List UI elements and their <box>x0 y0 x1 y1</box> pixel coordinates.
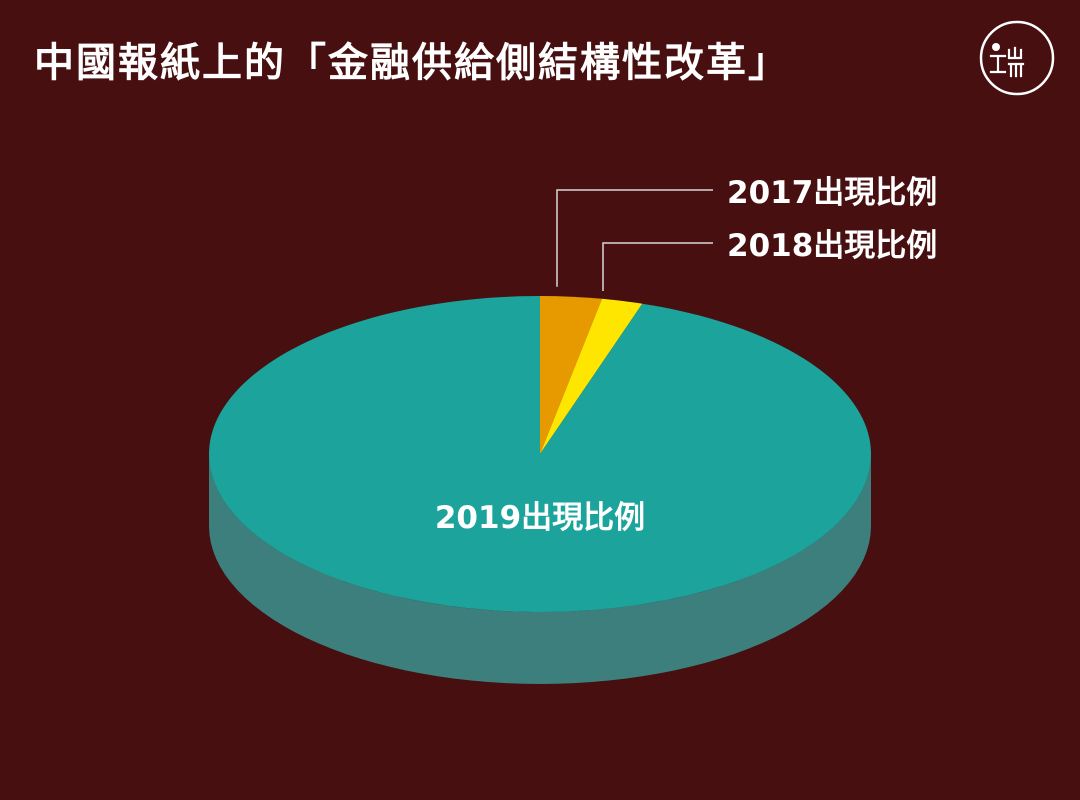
leader-line-1 <box>602 242 713 291</box>
chart-title: 中國報紙上的「金融供給側結構性改革」 <box>34 40 790 86</box>
pie-top-layer <box>208 296 872 613</box>
logo-glyph <box>989 46 1025 78</box>
initium-logo-icon <box>979 20 1055 96</box>
leader-lines-layer <box>556 189 713 291</box>
pie-side-2 <box>209 454 871 684</box>
pie-slice-1 <box>540 298 643 454</box>
pie-slice-0 <box>540 296 603 454</box>
pie-slice-2 <box>208 296 872 613</box>
slice-label-2: 2019出現比例 <box>435 500 645 536</box>
logo-dot <box>992 43 1000 51</box>
leader-line-0 <box>556 189 713 287</box>
pie-side-layer <box>209 454 871 684</box>
slice-label-1: 2018出現比例 <box>727 228 937 264</box>
slice-label-0: 2017出現比例 <box>727 175 937 211</box>
slice-labels-layer: 2017出現比例 2018出現比例 2019出現比例 <box>435 175 937 536</box>
logo-ring <box>979 20 1055 96</box>
